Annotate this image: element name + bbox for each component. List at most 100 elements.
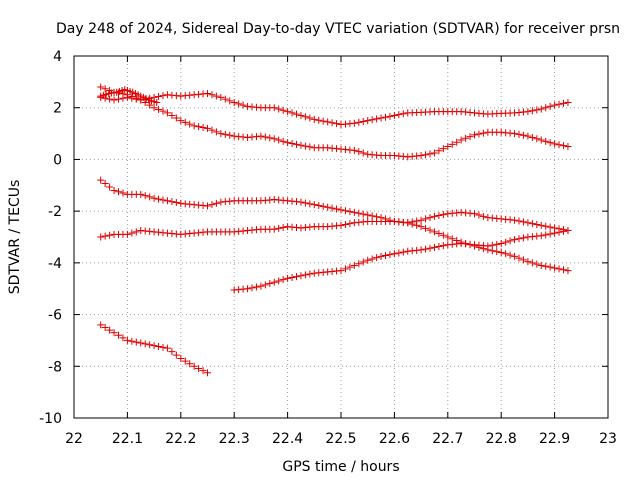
data-point (511, 130, 519, 138)
data-point (422, 151, 430, 159)
data-point (430, 212, 438, 220)
data-point (226, 131, 234, 139)
data-point (186, 360, 194, 368)
data-point (230, 99, 238, 107)
data-point (141, 99, 149, 107)
data-point (355, 209, 363, 217)
data-point (555, 100, 563, 108)
data-point (373, 254, 381, 262)
data-point (511, 216, 519, 224)
data-point (537, 136, 545, 144)
data-point (297, 198, 305, 206)
data-point (275, 105, 283, 113)
data-point (288, 109, 296, 117)
data-point (519, 234, 527, 242)
data-point (315, 202, 323, 210)
data-point (324, 203, 332, 211)
data-point (341, 221, 349, 229)
data-point (359, 149, 367, 157)
data-point (426, 150, 434, 158)
data-point (551, 101, 559, 109)
data-point (430, 149, 438, 157)
data-point (132, 338, 140, 346)
data-point (275, 136, 283, 144)
data-point (564, 267, 572, 275)
data-point (519, 256, 527, 264)
data-point (515, 235, 523, 243)
x-axis: 22 22.1 22.2 22.3 22.4 22.5 22.6 22.7 22.8 22.9 23 (65, 56, 617, 447)
data-point (422, 224, 430, 232)
data-point (155, 93, 163, 101)
data-point (217, 130, 225, 138)
data-point (301, 271, 309, 279)
data-point (150, 104, 158, 112)
data-point (297, 111, 305, 119)
data-point (212, 92, 220, 100)
data-point (350, 208, 358, 216)
data-point (471, 210, 478, 218)
data-point (123, 336, 131, 344)
data-point (524, 132, 532, 140)
data-point (555, 228, 563, 236)
data-point (542, 262, 550, 270)
data-point (150, 194, 158, 202)
data-point (386, 112, 394, 120)
data-point (319, 117, 327, 125)
data-point (159, 196, 167, 204)
y-axis-label: SDTVAR / TECUs (7, 180, 23, 295)
series-layer (97, 83, 572, 377)
data-point (177, 355, 185, 363)
data-point (435, 242, 443, 250)
data-point (542, 104, 550, 112)
data-point (439, 242, 447, 250)
data-point (546, 139, 554, 147)
data-point (560, 227, 567, 235)
data-point (106, 95, 114, 103)
data-point (146, 193, 154, 201)
data-point (439, 231, 447, 239)
data-point (493, 248, 501, 256)
x-tick-label: 22.1 (112, 431, 143, 447)
data-point (279, 224, 287, 232)
data-point (422, 215, 430, 223)
data-point (306, 143, 314, 151)
data-point (270, 225, 278, 233)
data-point (368, 116, 376, 124)
data-point (195, 364, 203, 372)
data-point (221, 130, 229, 138)
data-point (395, 111, 403, 119)
data-point (128, 337, 136, 345)
data-point (257, 132, 265, 140)
data-point (208, 126, 216, 134)
data-point (301, 199, 309, 207)
data-point (150, 342, 158, 350)
data-point (404, 219, 412, 227)
data-point (350, 261, 358, 269)
data-point (390, 111, 398, 119)
data-point (551, 229, 559, 237)
data-point (417, 246, 425, 254)
data-point (533, 106, 541, 114)
data-point (399, 110, 407, 118)
data-point (155, 342, 163, 350)
data-point (506, 237, 514, 245)
data-point (355, 260, 363, 268)
data-point (417, 223, 425, 231)
data-point (364, 117, 372, 125)
data-point (177, 117, 185, 125)
data-point (146, 101, 154, 109)
data-point (106, 231, 114, 239)
data-point (110, 96, 118, 104)
series-sat-g (97, 86, 161, 107)
data-point (239, 101, 247, 109)
data-point (199, 367, 207, 375)
data-point (132, 228, 140, 236)
data-point (137, 190, 145, 198)
data-point (435, 147, 443, 155)
y-tick-label: 4 (53, 49, 62, 65)
data-point (293, 273, 300, 281)
data-point (395, 249, 403, 257)
data-point (310, 115, 318, 123)
data-point (97, 321, 105, 329)
data-point (266, 280, 274, 288)
